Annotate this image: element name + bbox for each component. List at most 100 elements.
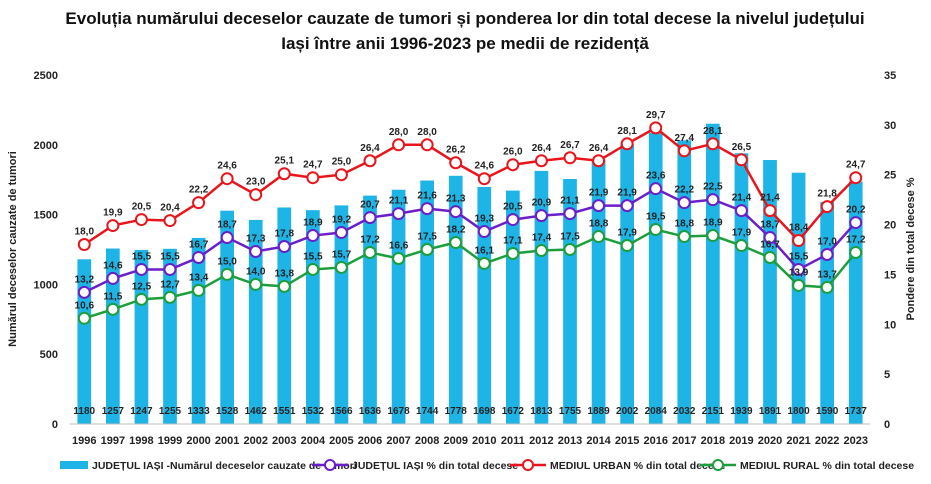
x-tick-label: 2011 xyxy=(501,435,525,447)
x-tick-label: 2002 xyxy=(243,435,267,447)
bar-value-label: 1566 xyxy=(330,406,353,417)
series-point-label-2: 13,7 xyxy=(817,269,837,280)
series-point-label-0: 17,8 xyxy=(275,229,295,240)
series-point-0 xyxy=(220,231,234,245)
x-tick-label: 2008 xyxy=(415,435,439,447)
series-point-1 xyxy=(134,213,148,227)
series-point-label-2: 15,5 xyxy=(303,251,323,262)
x-tick-label: 1997 xyxy=(101,435,125,447)
x-tick-label: 1998 xyxy=(129,435,153,447)
y2-tick-label: 0 xyxy=(884,419,890,431)
series-point-1 xyxy=(334,168,348,182)
series-point-label-1: 21,4 xyxy=(760,193,780,204)
series-point-label-1: 24,7 xyxy=(846,160,866,171)
series-point-0 xyxy=(734,204,748,218)
series-point-label-2: 12,7 xyxy=(160,279,180,290)
series-point-0 xyxy=(249,244,263,258)
series-point-label-2: 16,6 xyxy=(389,240,409,251)
series-point-label-0: 18,9 xyxy=(303,218,323,229)
bar-value-label: 1778 xyxy=(445,406,468,417)
series-point-0 xyxy=(449,205,463,219)
series-point-label-0: 13,2 xyxy=(75,274,95,285)
x-tick-label: 2001 xyxy=(215,435,239,447)
series-point-label-2: 19,5 xyxy=(646,212,666,223)
series-point-label-1: 24,7 xyxy=(303,160,323,171)
series-point-label-0: 21,9 xyxy=(617,188,637,199)
series-point-1 xyxy=(792,234,806,248)
bar-value-label: 2032 xyxy=(673,406,696,417)
series-point-1 xyxy=(706,137,720,151)
bar xyxy=(591,160,606,424)
y2-axis-title: Pondere din total decese % xyxy=(905,177,917,320)
x-tick-label: 2017 xyxy=(672,435,696,447)
chart-title-line-1: Evoluția numărului deceselor cauzate de … xyxy=(65,9,864,28)
series-point-label-1: 26,0 xyxy=(503,147,523,158)
series-point-2 xyxy=(449,236,463,250)
series-point-2 xyxy=(763,250,777,264)
bar xyxy=(391,189,406,424)
series-point-0 xyxy=(649,182,663,196)
series-point-label-2: 18,8 xyxy=(589,219,609,230)
series-point-label-0: 22,5 xyxy=(703,182,723,193)
series-point-label-2: 18,9 xyxy=(703,218,723,229)
series-point-label-2: 15,0 xyxy=(217,256,237,267)
bar xyxy=(534,170,549,424)
series-point-label-0: 18,7 xyxy=(217,220,237,231)
y2-tick-label: 15 xyxy=(884,269,896,281)
y-tick-label: 1000 xyxy=(34,279,58,291)
series-point-label-1: 28,0 xyxy=(417,127,437,138)
series-point-0 xyxy=(849,216,863,230)
series-point-label-0: 21,1 xyxy=(389,196,409,207)
series-point-label-0: 21,6 xyxy=(417,191,437,202)
series-point-2 xyxy=(820,280,834,294)
series-point-0 xyxy=(77,285,91,299)
series-point-0 xyxy=(306,229,320,243)
series-point-1 xyxy=(249,188,263,202)
bar-value-label: 1333 xyxy=(187,406,210,417)
bar xyxy=(620,144,634,424)
bar xyxy=(248,219,263,424)
series-point-label-1: 18,0 xyxy=(75,227,95,238)
series-point-2 xyxy=(334,260,348,274)
x-tick-label: 1999 xyxy=(158,435,182,447)
series-point-label-2: 14,0 xyxy=(246,266,266,277)
series-point-1 xyxy=(763,204,777,218)
y2-tick-label: 20 xyxy=(884,220,896,232)
bar-value-label: 1813 xyxy=(530,406,553,417)
series-point-2 xyxy=(677,230,691,244)
series-point-label-0: 15,5 xyxy=(789,251,809,262)
legend: JUDEȚUL IAȘI -Numărul deceselor cauzate … xyxy=(60,459,914,472)
series-point-0 xyxy=(706,193,720,207)
series-point-label-0: 17,0 xyxy=(817,236,837,247)
x-tick-label: 2018 xyxy=(701,435,725,447)
series-point-2 xyxy=(477,256,491,270)
x-tick-label: 2004 xyxy=(301,435,326,447)
y2-tick-label: 10 xyxy=(884,319,896,331)
series-point-label-1: 28,1 xyxy=(617,126,637,137)
series-point-label-0: 14,6 xyxy=(103,260,123,271)
bar xyxy=(648,133,663,424)
series-point-0 xyxy=(392,207,406,221)
bar-value-label: 1891 xyxy=(759,406,782,417)
series-point-1 xyxy=(306,171,320,185)
y-tick-label: 500 xyxy=(40,349,58,361)
series-point-2 xyxy=(106,302,120,316)
legend-urban-marker xyxy=(522,459,534,471)
series-point-label-2: 16,1 xyxy=(475,245,495,256)
x-tick-label: 2009 xyxy=(443,435,467,447)
legend-iasi-marker xyxy=(324,459,336,471)
series-point-label-1: 27,4 xyxy=(675,133,695,144)
series-point-1 xyxy=(849,171,863,185)
series-point-2 xyxy=(592,230,606,244)
series-point-1 xyxy=(449,156,463,170)
bar-value-label: 1532 xyxy=(302,406,325,417)
series-point-1 xyxy=(534,154,548,168)
series-point-label-2: 17,9 xyxy=(732,228,752,239)
series-point-label-1: 24,6 xyxy=(217,161,237,172)
series-point-label-1: 20,4 xyxy=(160,203,180,214)
series-point-label-2: 17,5 xyxy=(560,232,580,243)
bar-value-label: 1590 xyxy=(816,406,839,417)
series-point-2 xyxy=(734,239,748,253)
x-tick-label: 2015 xyxy=(615,435,639,447)
